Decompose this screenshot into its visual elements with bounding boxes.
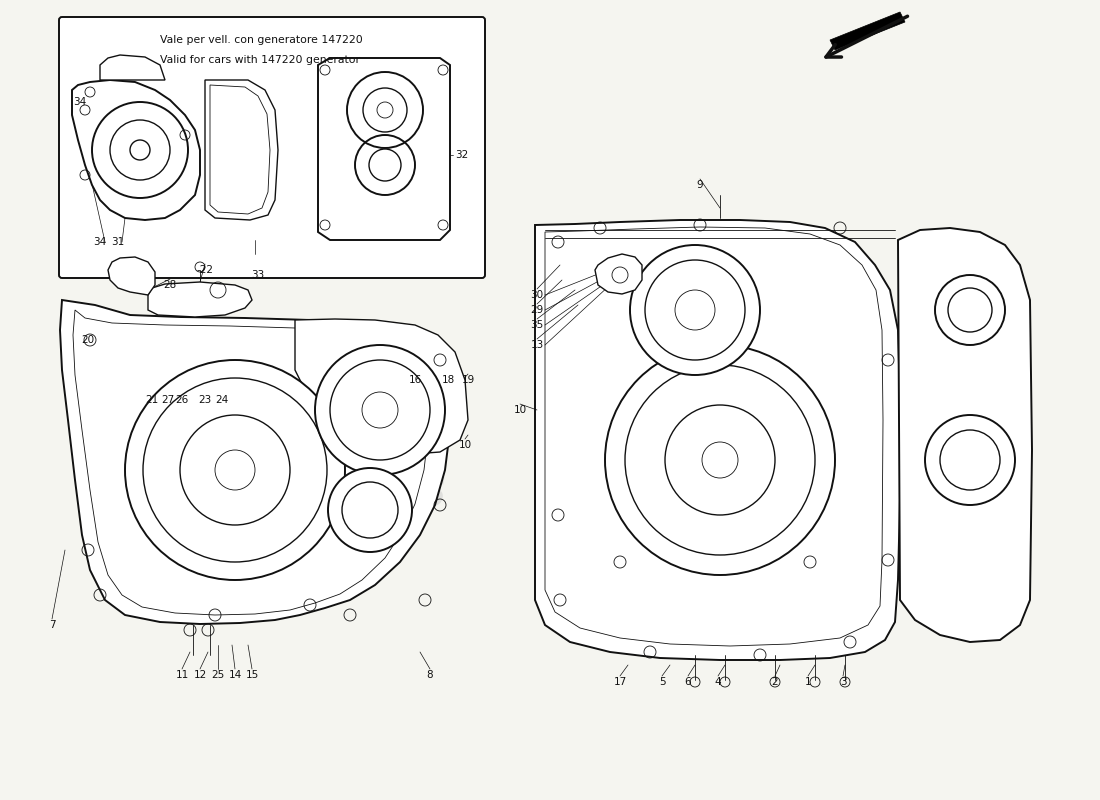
FancyBboxPatch shape xyxy=(59,17,485,278)
Text: 35: 35 xyxy=(530,320,543,330)
Ellipse shape xyxy=(630,245,760,375)
Text: 29: 29 xyxy=(530,305,543,315)
Polygon shape xyxy=(108,257,155,295)
Text: 16: 16 xyxy=(408,375,421,385)
Text: 32: 32 xyxy=(455,150,469,160)
Polygon shape xyxy=(595,254,642,294)
Polygon shape xyxy=(205,80,278,220)
Text: 34: 34 xyxy=(94,237,107,247)
Text: 11: 11 xyxy=(175,670,188,680)
Text: 20: 20 xyxy=(81,335,95,345)
Text: 30: 30 xyxy=(530,290,543,300)
Ellipse shape xyxy=(315,345,446,475)
Text: 3: 3 xyxy=(839,677,846,687)
Polygon shape xyxy=(535,220,900,660)
FancyBboxPatch shape xyxy=(245,240,263,270)
Text: 23: 23 xyxy=(198,395,211,405)
Text: 4: 4 xyxy=(715,677,722,687)
Text: 19: 19 xyxy=(461,375,474,385)
Text: 1: 1 xyxy=(805,677,812,687)
Text: eurospares: eurospares xyxy=(563,464,896,516)
Text: 7: 7 xyxy=(48,620,55,630)
Text: 14: 14 xyxy=(229,670,242,680)
Polygon shape xyxy=(318,58,450,240)
Text: 28: 28 xyxy=(164,280,177,290)
Text: 8: 8 xyxy=(427,670,433,680)
Text: 12: 12 xyxy=(194,670,207,680)
Ellipse shape xyxy=(925,415,1015,505)
Text: 13: 13 xyxy=(530,340,543,350)
Text: 18: 18 xyxy=(441,375,454,385)
Polygon shape xyxy=(830,12,905,50)
Polygon shape xyxy=(898,228,1032,642)
Ellipse shape xyxy=(935,275,1005,345)
Polygon shape xyxy=(148,282,252,317)
Text: 17: 17 xyxy=(614,677,627,687)
Ellipse shape xyxy=(605,345,835,575)
Text: 5: 5 xyxy=(659,677,666,687)
Ellipse shape xyxy=(328,468,412,552)
Text: eurospares: eurospares xyxy=(113,464,447,516)
Text: 27: 27 xyxy=(162,395,175,405)
Text: Vale per vell. con generatore 147220: Vale per vell. con generatore 147220 xyxy=(160,35,363,45)
Text: -22: -22 xyxy=(197,265,213,275)
Text: 15: 15 xyxy=(245,670,258,680)
Polygon shape xyxy=(72,80,200,220)
Polygon shape xyxy=(100,55,165,80)
Text: 2: 2 xyxy=(772,677,779,687)
Text: 31: 31 xyxy=(111,237,124,247)
Text: 34: 34 xyxy=(74,97,87,107)
Text: 24: 24 xyxy=(216,395,229,405)
Text: 9: 9 xyxy=(696,180,703,190)
Polygon shape xyxy=(60,300,450,624)
Text: Valid for cars with 147220 generator: Valid for cars with 147220 generator xyxy=(160,55,360,65)
Polygon shape xyxy=(295,319,468,455)
Text: 26: 26 xyxy=(175,395,188,405)
Text: 21: 21 xyxy=(145,395,158,405)
Text: 10: 10 xyxy=(514,405,527,415)
Text: 25: 25 xyxy=(211,670,224,680)
Text: 6: 6 xyxy=(684,677,691,687)
Text: 10: 10 xyxy=(459,440,472,450)
Ellipse shape xyxy=(125,360,345,580)
Text: 33: 33 xyxy=(252,270,265,280)
